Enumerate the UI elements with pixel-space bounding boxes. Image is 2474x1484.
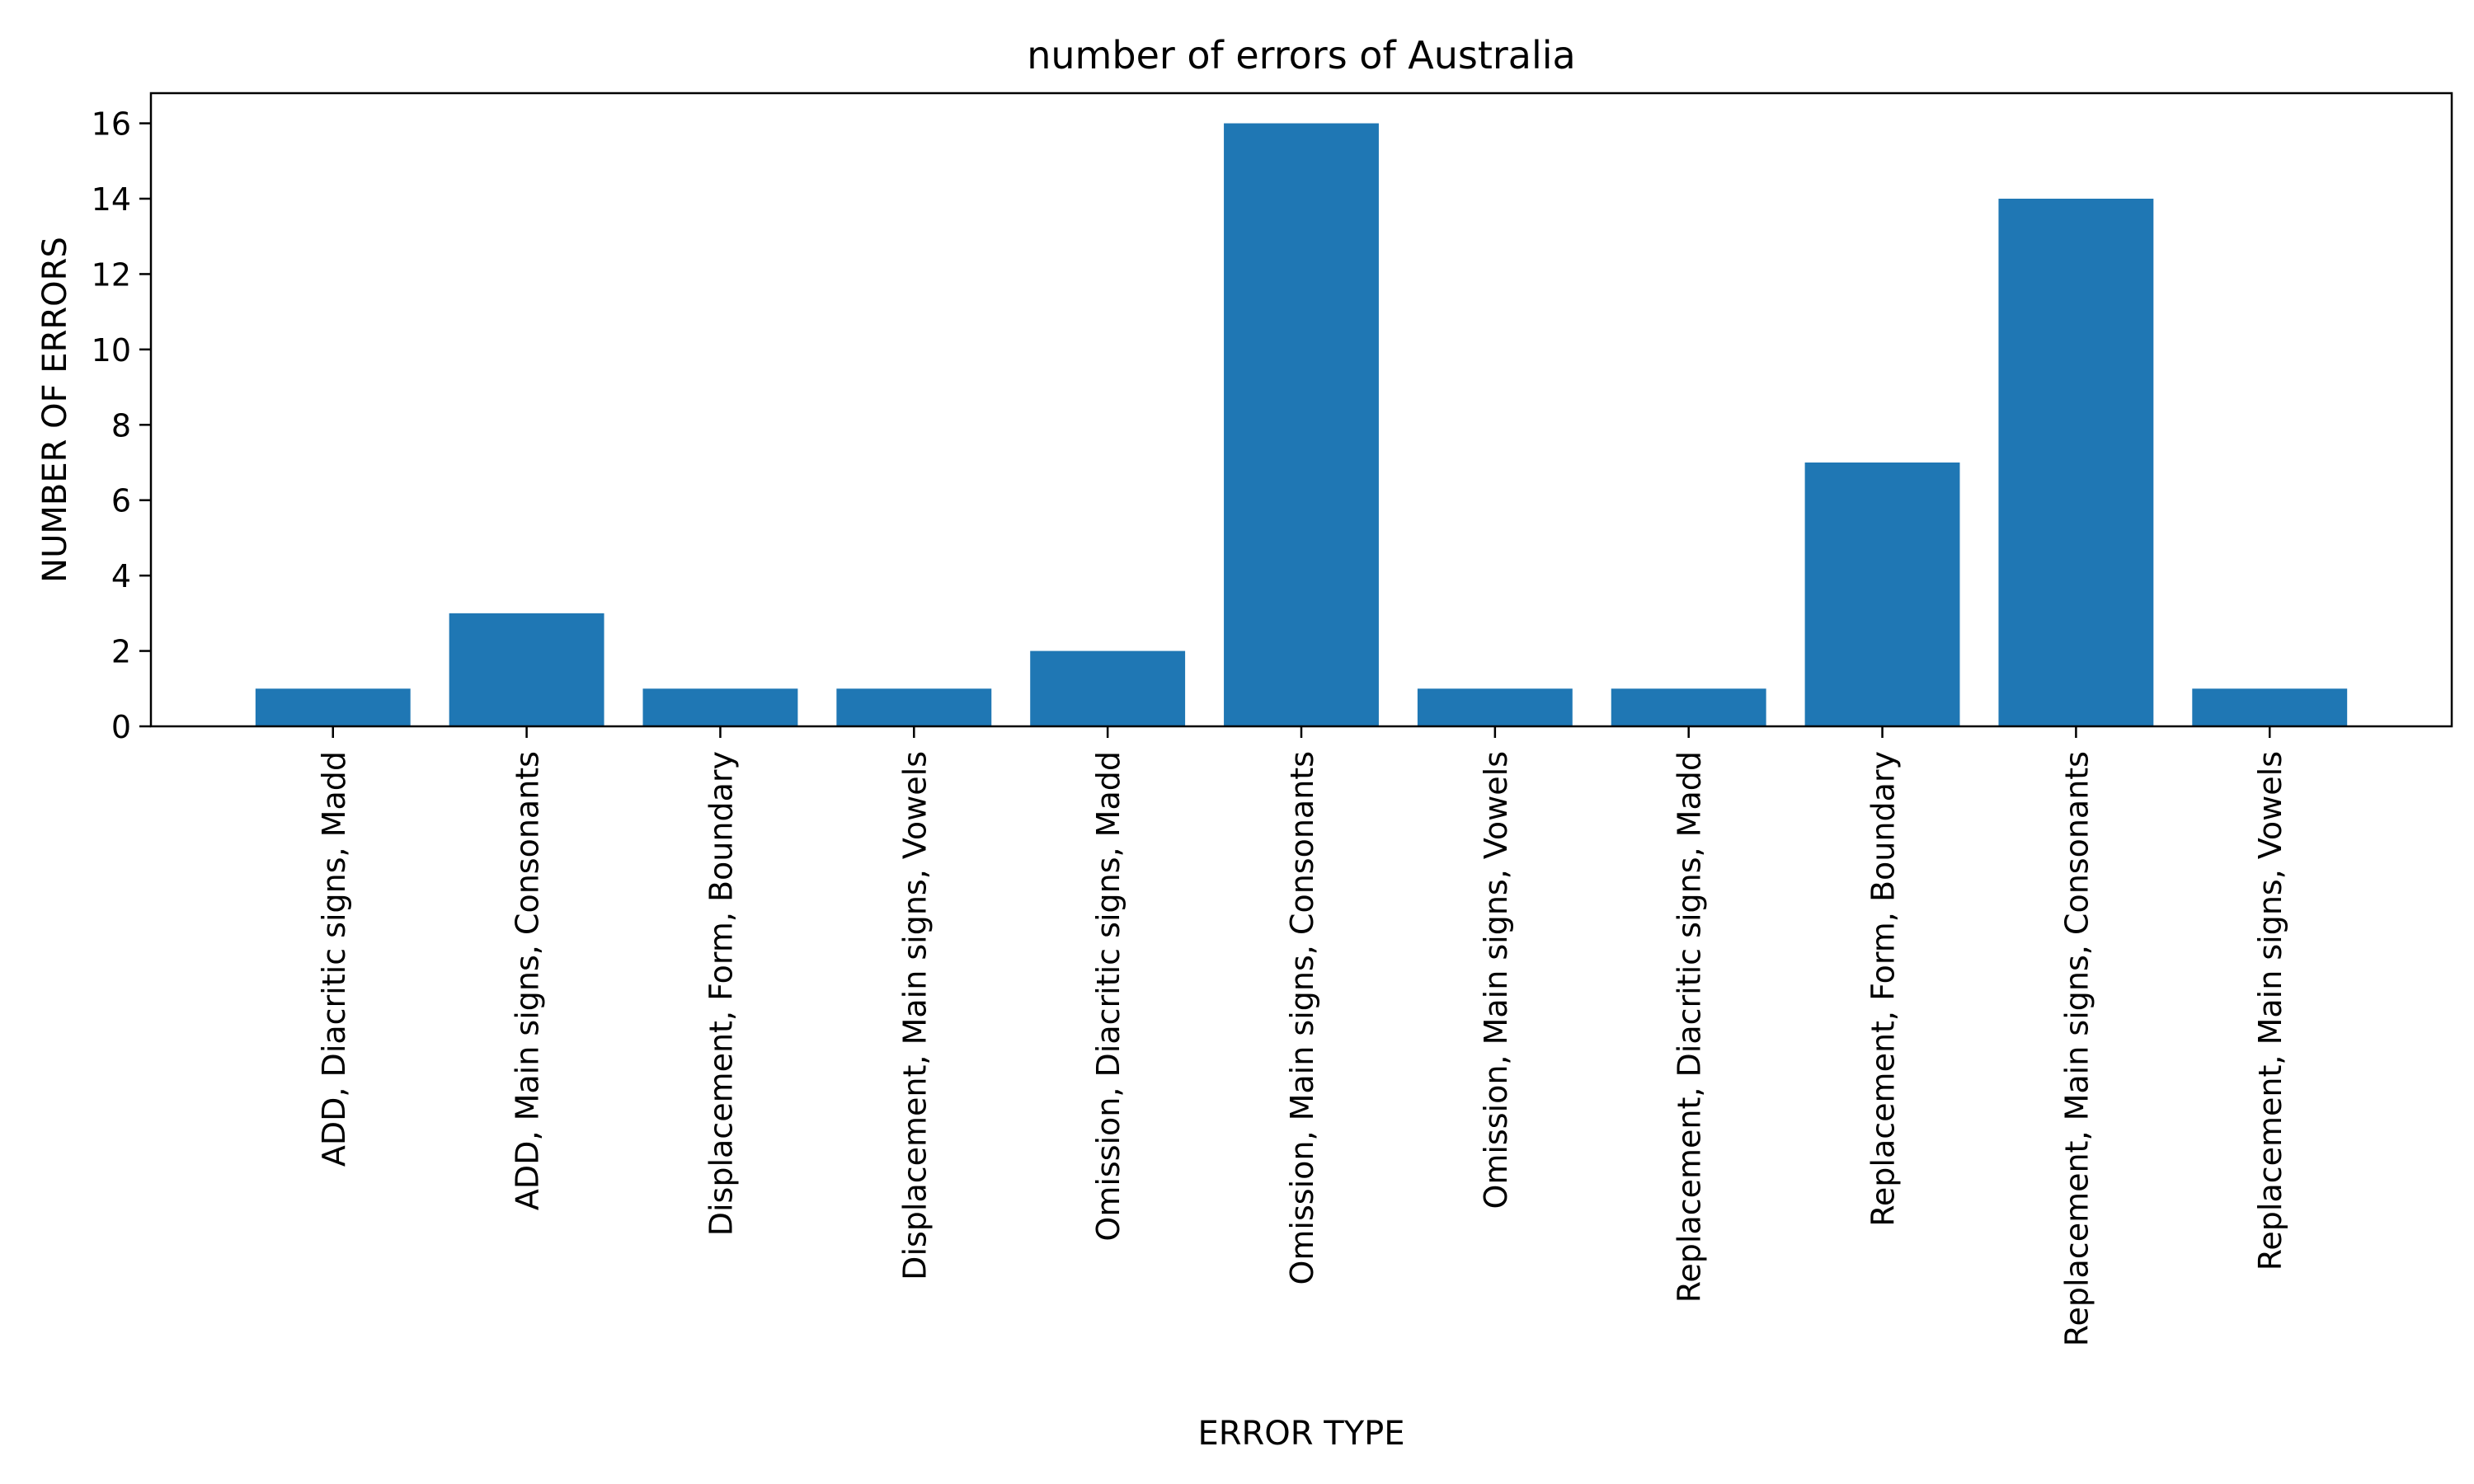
y-tick-label: 8 bbox=[111, 407, 131, 444]
x-tick-label: Replacement, Main signs, Vowels bbox=[2252, 751, 2288, 1270]
x-axis-label: ERROR TYPE bbox=[1197, 1415, 1404, 1453]
bars-group bbox=[255, 123, 2348, 727]
y-tick-label: 4 bbox=[111, 558, 131, 594]
bar bbox=[1804, 463, 1960, 726]
bar bbox=[1417, 688, 1573, 726]
y-tick-label: 0 bbox=[111, 709, 131, 745]
bar bbox=[642, 688, 798, 726]
y-tick-label: 6 bbox=[111, 483, 131, 519]
x-tick-label: Displacement, Form, Boundary bbox=[703, 751, 739, 1236]
bar bbox=[1998, 199, 2154, 726]
y-tick-label: 10 bbox=[92, 332, 131, 369]
x-tick-label: Displacement, Main signs, Vowels bbox=[896, 751, 933, 1280]
x-axis-ticks: ADD, Diacritic signs, Madd ADD, Main sign… bbox=[316, 726, 2288, 1346]
chart-title: number of errors of Australia bbox=[1027, 33, 1576, 77]
y-tick-label: 14 bbox=[92, 181, 131, 218]
bar bbox=[836, 688, 992, 726]
bar bbox=[449, 613, 604, 726]
bar bbox=[1224, 123, 1379, 727]
x-tick-label: ADD, Main signs, Consonants bbox=[510, 751, 546, 1210]
y-tick-label: 16 bbox=[92, 106, 131, 143]
x-tick-label: Omission, Main signs, Vowels bbox=[1478, 751, 1514, 1209]
x-tick-label: Omission, Diacritic signs, Madd bbox=[1090, 751, 1126, 1242]
y-tick-label: 2 bbox=[111, 634, 131, 670]
y-tick-label: 12 bbox=[92, 256, 131, 293]
x-tick-label: Omission, Main signs, Consonants bbox=[1284, 751, 1320, 1285]
bar bbox=[255, 688, 411, 726]
x-tick-label: Replacement, Form, Boundary bbox=[1865, 751, 1902, 1227]
y-axis-ticks: 0 2 4 6 8 10 12 14 16 bbox=[92, 106, 151, 745]
bar bbox=[1030, 650, 1186, 726]
x-tick-label: Replacement, Main signs, Consonants bbox=[2058, 751, 2095, 1346]
y-axis-label: NUMBER OF ERRORS bbox=[36, 237, 74, 583]
bar bbox=[2192, 688, 2348, 726]
plot-frame bbox=[149, 92, 2453, 728]
x-tick-label: Replacement, Diacritic signs, Madd bbox=[1672, 751, 1708, 1303]
x-tick-label: ADD, Diacritic signs, Madd bbox=[316, 751, 352, 1167]
bar bbox=[1611, 688, 1766, 726]
